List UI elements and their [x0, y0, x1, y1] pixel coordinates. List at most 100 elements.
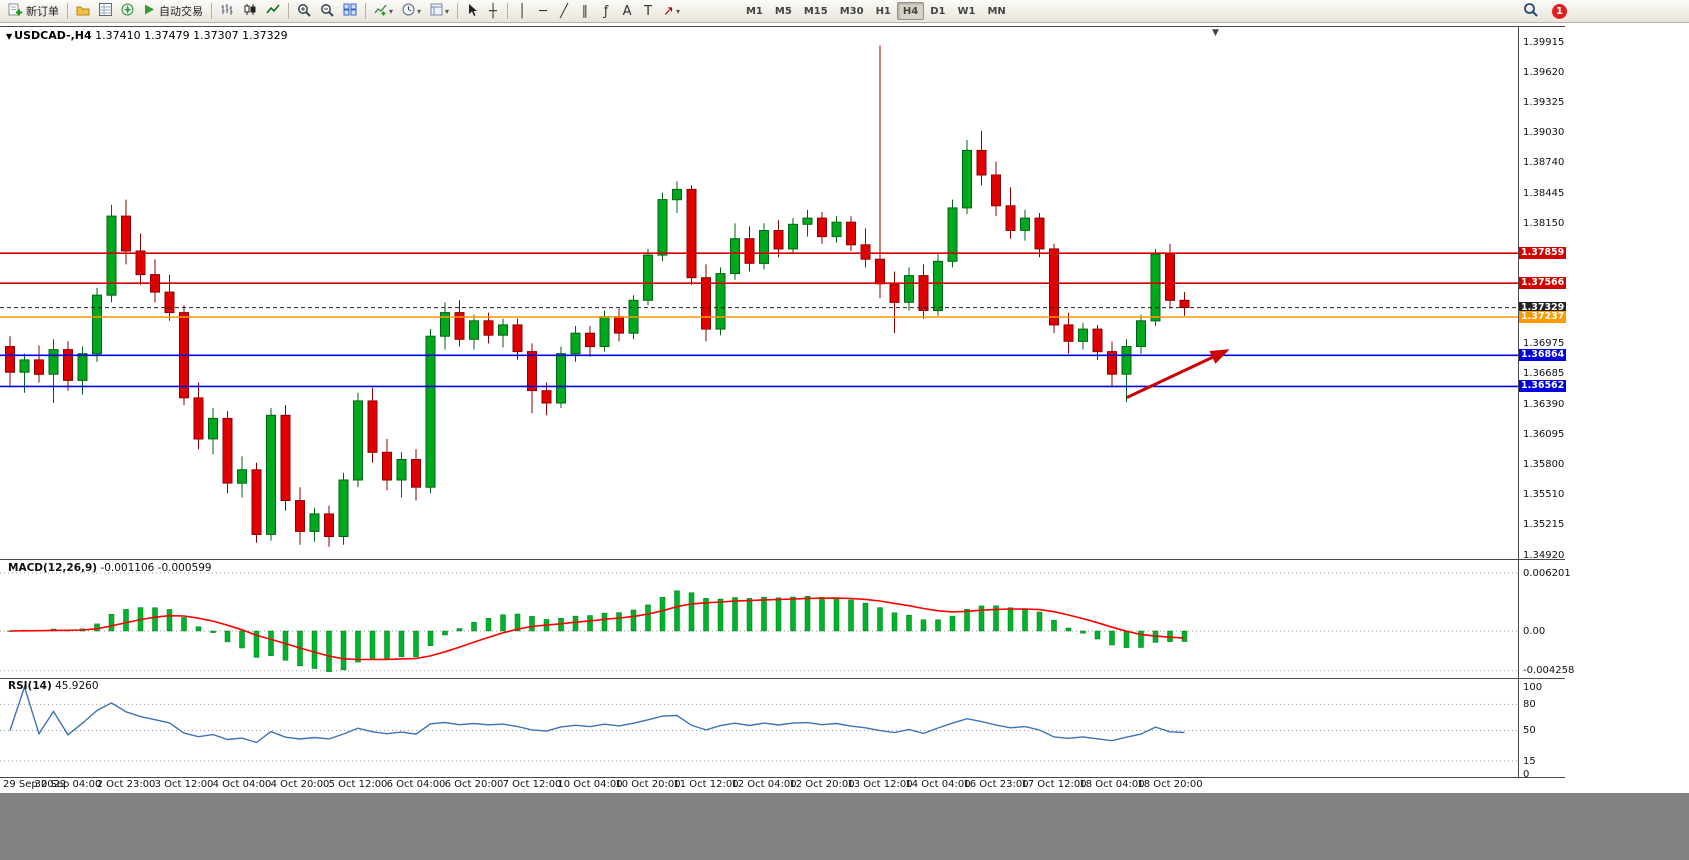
chart-shift-marker[interactable]: ▼ — [1212, 28, 1219, 38]
price-tag: 1.37566 — [1519, 277, 1567, 290]
timeframe-M15[interactable]: M15 — [803, 5, 828, 17]
time-label: 5 Oct 12:00 — [328, 779, 388, 790]
timeframe-M1[interactable]: M1 — [745, 5, 763, 17]
time-label: 11 Oct 12:00 — [673, 779, 739, 790]
candle — [744, 238, 755, 264]
rsi-line — [9, 684, 1185, 744]
candle — [1092, 328, 1103, 353]
market-watch-button[interactable] — [95, 1, 116, 21]
fibonacci-button[interactable]: ƒ — [596, 1, 616, 21]
crosshair-icon: ┼ — [489, 3, 497, 19]
auto-trading-button[interactable]: 自动交易 — [139, 1, 207, 21]
zoom-out-button[interactable] — [316, 1, 338, 21]
text-button[interactable]: A — [617, 1, 637, 21]
timeframe-H4[interactable]: H4 — [896, 2, 925, 20]
timeframe-D1[interactable]: D1 — [930, 5, 946, 17]
price-tag: 1.36864 — [1519, 349, 1567, 362]
templates-button[interactable]: ▾ — [426, 1, 453, 21]
rsi-label: RSI(14) 45.9260 — [8, 680, 99, 692]
new-order-button[interactable]: 新订单 — [4, 1, 63, 21]
time-label: 2 Oct 23:00 — [96, 779, 156, 790]
candle — [324, 513, 334, 537]
candle — [251, 469, 262, 535]
equidistant-channel-button[interactable]: ∥ — [575, 1, 595, 21]
timeframe-MN[interactable]: MN — [987, 5, 1006, 17]
toolbar-separator — [457, 3, 459, 19]
trendline-button[interactable]: ╱ — [554, 1, 574, 21]
timeframe-W1[interactable]: W1 — [957, 5, 976, 17]
candle — [411, 459, 421, 488]
candle — [962, 149, 972, 209]
zoom-out-icon — [320, 3, 334, 20]
candlestick-chart-canvas[interactable] — [0, 28, 1518, 558]
rsi-axis-tick: 50 — [1523, 725, 1536, 736]
add-indicator-button-caret[interactable]: ▾ — [389, 6, 394, 16]
candle — [802, 217, 813, 225]
candle — [730, 238, 740, 275]
candle — [121, 215, 131, 252]
timeframe-M30[interactable]: M30 — [839, 5, 864, 17]
equidistant-channel-icon: ∥ — [581, 3, 589, 19]
candle — [295, 500, 305, 532]
rsi-indicator-canvas[interactable] — [0, 679, 1518, 777]
window-background — [0, 793, 1689, 860]
zoom-in-button[interactable] — [293, 1, 315, 21]
vertical-line-button[interactable]: │ — [512, 1, 532, 21]
toolbar-separator — [365, 3, 366, 19]
notification-badge[interactable]: 1 — [1552, 3, 1567, 19]
rsi-axis-tick: 100 — [1523, 681, 1543, 693]
price-tag: 1.37329 — [1519, 301, 1567, 314]
candle — [1063, 324, 1074, 342]
navigator-button[interactable] — [117, 1, 138, 21]
text-icon: A — [622, 3, 632, 19]
chart-dropdown-icon[interactable]: ▼ — [6, 32, 13, 41]
templates-button-caret[interactable]: ▾ — [445, 6, 450, 16]
tile-windows-button[interactable] — [339, 1, 361, 21]
price-tick: 1.36095 — [1523, 428, 1565, 440]
chart-title: ▼ USDCAD-,H4 1.37410 1.37479 1.37307 1.37… — [6, 29, 288, 42]
toolbar-separator — [67, 3, 68, 19]
timeframe-H1[interactable]: H1 — [875, 5, 891, 17]
charts-profile-icon — [76, 4, 90, 19]
candle — [469, 320, 479, 340]
candle — [440, 312, 450, 337]
rsi-axis-tick: 80 — [1523, 698, 1536, 710]
macd-indicator-canvas[interactable] — [0, 560, 1518, 677]
toolbar-right: 1 — [1519, 1, 1567, 21]
price-tick: 1.39325 — [1523, 97, 1565, 109]
arrows-button-caret[interactable]: ▾ — [675, 6, 680, 16]
macd-axis-tick: -0.004258 — [1523, 665, 1575, 677]
candle — [657, 199, 668, 256]
text-label-button[interactable]: T — [638, 1, 658, 21]
toolbar-separator — [211, 3, 212, 19]
price-tick: 1.38740 — [1523, 157, 1565, 169]
line-chart-button[interactable] — [262, 1, 284, 21]
candle — [63, 349, 73, 381]
annotation-arrow[interactable] — [1126, 349, 1230, 399]
candle — [92, 294, 102, 355]
timeframe-M5[interactable]: M5 — [774, 5, 792, 17]
horizontal-line-button[interactable]: ─ — [533, 1, 553, 21]
candle — [846, 221, 856, 246]
crosshair-button[interactable]: ┼ — [483, 1, 503, 21]
ohlc-high: 1.37479 — [144, 29, 190, 42]
periods-button-caret[interactable]: ▾ — [417, 6, 422, 16]
tile-windows-icon — [343, 3, 357, 19]
arrows-button[interactable]: ↗ ▾ — [659, 1, 684, 21]
chart-symbol-period: USDCAD-,H4 — [14, 29, 92, 42]
search-button[interactable] — [1519, 1, 1542, 21]
cursor-button[interactable] — [462, 1, 482, 21]
add-indicator-button[interactable]: ▾ — [370, 1, 397, 21]
price-tick: 1.35510 — [1523, 488, 1565, 500]
templates-icon — [430, 3, 443, 19]
macd-histogram — [7, 590, 1188, 673]
candle — [643, 254, 653, 301]
periods-button[interactable]: ▾ — [398, 1, 425, 21]
candle — [976, 149, 987, 176]
time-label: 6 Oct 04:00 — [386, 779, 446, 790]
time-label: 7 Oct 12:00 — [502, 779, 562, 790]
market-watch-icon — [99, 3, 112, 19]
bar-chart-button[interactable] — [216, 1, 238, 21]
charts-profile-button[interactable] — [72, 1, 94, 21]
candlestick-chart-button[interactable] — [239, 1, 261, 21]
